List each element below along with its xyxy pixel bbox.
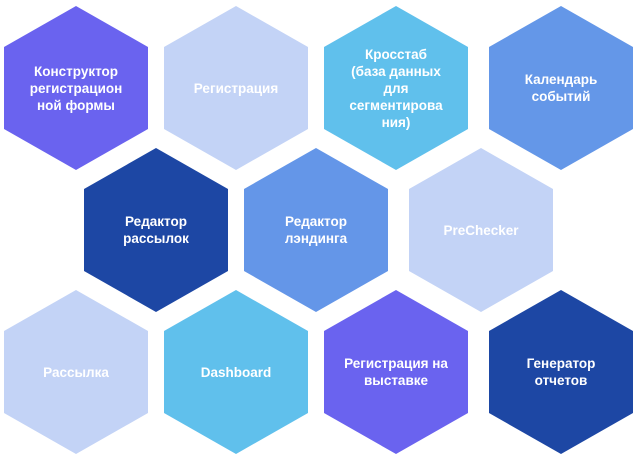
hex-constructor bbox=[4, 6, 148, 170]
hex-expo-registration bbox=[324, 290, 468, 454]
hex-calendar bbox=[489, 6, 633, 170]
hex-crosstab bbox=[324, 6, 468, 170]
hex-report-generator bbox=[489, 290, 633, 454]
hex-registration bbox=[164, 6, 308, 170]
hex-prechecker bbox=[409, 148, 553, 312]
hex-mailing bbox=[4, 290, 148, 454]
hex-mail-editor bbox=[84, 148, 228, 312]
hex-landing-editor bbox=[244, 148, 388, 312]
hex-dashboard bbox=[164, 290, 308, 454]
